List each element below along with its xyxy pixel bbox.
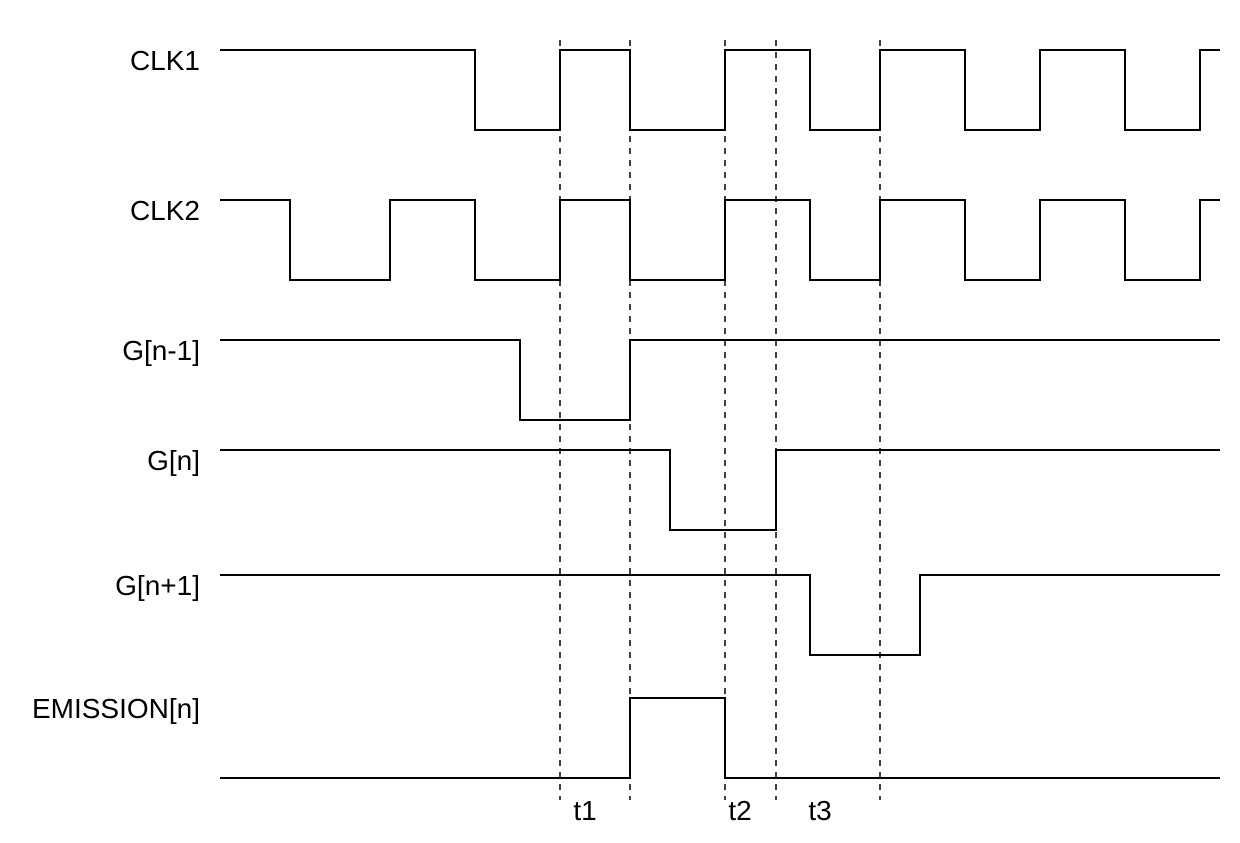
time-label-t2: t2 [728, 795, 751, 826]
signal-label-EMISSION_n: EMISSION[n] [32, 693, 200, 724]
waveform-CLK2 [220, 200, 1220, 280]
signal-label-CLK2: CLK2 [130, 195, 200, 226]
timing-svg: CLK1 CLK2 G[n-1] G[n] G[n+1] EMISSION[n] t1 t2 t… [20, 20, 1220, 840]
waveform-G_n_minus_1 [220, 340, 1220, 420]
signal-label-CLK1: CLK1 [130, 45, 200, 76]
waveform-EMISSION_n [220, 698, 1220, 778]
signal-label-G_n: G[n] [147, 445, 200, 476]
timing-diagram: CLK1CLK2G[n-1]G[n]G[n+1]EMISSION[n]t1t2t… [20, 20, 1220, 820]
waveform-G_n [220, 450, 1220, 530]
signal-label-G_n_minus_1: G[n-1] [122, 335, 200, 366]
waveform-G_n_plus_1 [220, 575, 1220, 655]
signal-label-G_n_plus_1: G[n+1] [115, 570, 200, 601]
time-label-t1: t1 [573, 795, 596, 826]
time-label-t3: t3 [808, 795, 831, 826]
waveform-CLK1 [220, 50, 1220, 130]
